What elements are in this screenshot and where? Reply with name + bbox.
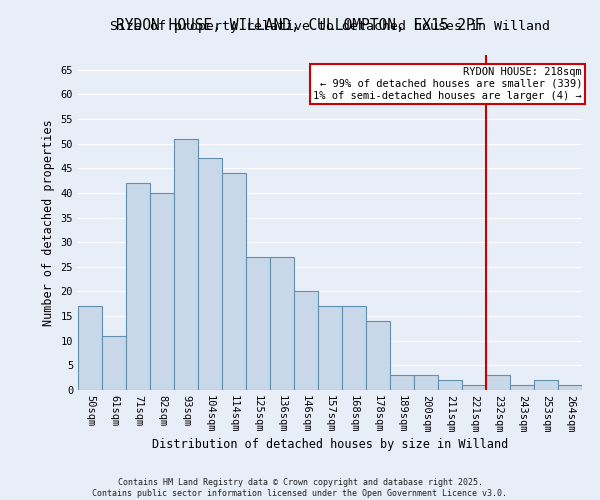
- Bar: [150, 193, 174, 390]
- Bar: [318, 306, 342, 390]
- Bar: [534, 380, 558, 390]
- Bar: [198, 158, 222, 390]
- Bar: [390, 375, 414, 390]
- Bar: [294, 292, 318, 390]
- Bar: [270, 257, 294, 390]
- Bar: [486, 375, 510, 390]
- Bar: [558, 385, 582, 390]
- Y-axis label: Number of detached properties: Number of detached properties: [42, 119, 55, 326]
- Bar: [174, 138, 198, 390]
- Bar: [366, 321, 390, 390]
- Bar: [246, 257, 270, 390]
- Bar: [414, 375, 438, 390]
- Bar: [510, 385, 534, 390]
- Text: RYDON HOUSE, WILLAND, CULLOMPTON, EX15 2PF: RYDON HOUSE, WILLAND, CULLOMPTON, EX15 2…: [116, 18, 484, 32]
- Bar: [222, 173, 246, 390]
- Bar: [438, 380, 462, 390]
- Title: Size of property relative to detached houses in Willand: Size of property relative to detached ho…: [110, 20, 550, 33]
- Text: Contains HM Land Registry data © Crown copyright and database right 2025.
Contai: Contains HM Land Registry data © Crown c…: [92, 478, 508, 498]
- Bar: [462, 385, 486, 390]
- X-axis label: Distribution of detached houses by size in Willand: Distribution of detached houses by size …: [152, 438, 508, 451]
- Text: RYDON HOUSE: 218sqm
← 99% of detached houses are smaller (339)
1% of semi-detach: RYDON HOUSE: 218sqm ← 99% of detached ho…: [313, 68, 582, 100]
- Bar: [126, 183, 150, 390]
- Bar: [78, 306, 102, 390]
- Bar: [102, 336, 126, 390]
- Bar: [342, 306, 366, 390]
